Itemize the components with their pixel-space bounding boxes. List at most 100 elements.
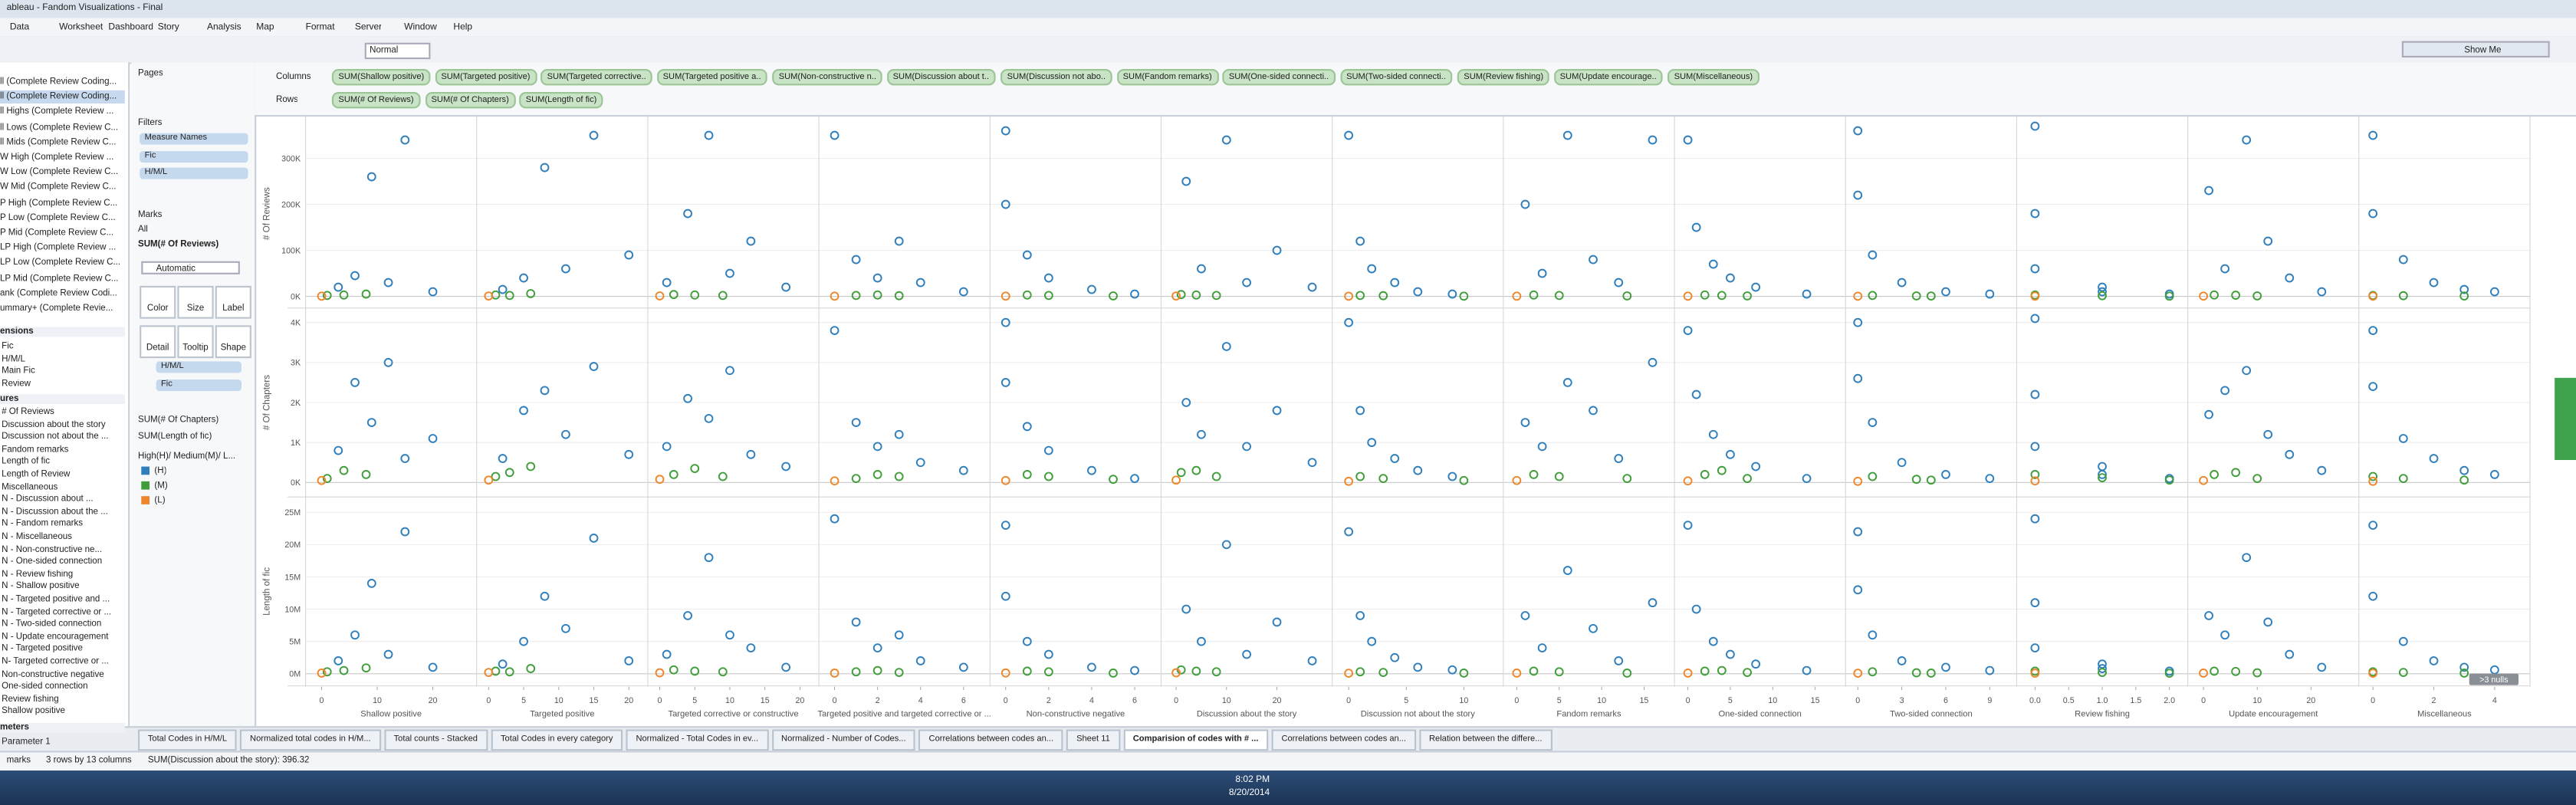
menu-item[interactable]: Story bbox=[157, 23, 179, 33]
column-pill[interactable]: SUM(Review fishing) bbox=[1457, 69, 1550, 86]
measure-field[interactable]: N - One-sided connection bbox=[2, 557, 103, 567]
measure-field[interactable]: N - Targeted positive bbox=[2, 644, 83, 655]
column-pill[interactable]: SUM(Targeted positive) bbox=[434, 69, 537, 86]
data-source[interactable]: LP High (Complete Review ... bbox=[0, 243, 117, 254]
column-pill[interactable]: SUM(Non-constructive n.. bbox=[772, 69, 883, 86]
column-pill[interactable]: SUM(Two-sided connecti.. bbox=[1339, 69, 1453, 86]
row-pill[interactable]: SUM(Length of fic) bbox=[519, 92, 603, 109]
mark-type[interactable]: Automatic bbox=[141, 261, 240, 274]
measure-field[interactable]: # Of Reviews bbox=[2, 407, 54, 418]
data-point bbox=[851, 291, 861, 301]
menu-item[interactable]: Worksheet bbox=[59, 23, 104, 33]
column-pill[interactable]: SUM(Targeted corrective.. bbox=[540, 69, 653, 86]
measure-field[interactable]: Length of Review bbox=[2, 469, 71, 480]
measure-field[interactable]: N - Shallow positive bbox=[2, 582, 80, 593]
menu-item[interactable]: Analysis bbox=[207, 23, 242, 33]
filter-pill[interactable]: Fic bbox=[140, 150, 248, 163]
measure-field[interactable]: Review fishing bbox=[2, 694, 59, 705]
measure-field[interactable]: N- Targeted corrective or ... bbox=[2, 657, 109, 667]
measure-field[interactable]: N - Two-sided connection bbox=[2, 619, 102, 630]
column-pill[interactable]: SUM(Discussion about t.. bbox=[886, 69, 996, 86]
filter-pill[interactable]: Measure Names bbox=[140, 133, 248, 145]
data-source[interactable]: W High (Complete Review ... bbox=[0, 153, 114, 163]
row-pill[interactable]: SUM(# Of Reviews) bbox=[331, 92, 421, 109]
marks-button[interactable]: Size bbox=[177, 285, 214, 319]
measure-field[interactable]: Length of fic bbox=[2, 457, 51, 468]
data-source[interactable]: ll (Complete Review Coding... bbox=[0, 90, 125, 104]
measure-field[interactable]: Shallow positive bbox=[2, 707, 65, 718]
data-source[interactable]: P High (Complete Review C... bbox=[0, 198, 118, 209]
marks-button[interactable]: Label bbox=[215, 285, 251, 319]
menu-item[interactable]: Server bbox=[354, 23, 383, 33]
measure-field[interactable]: N - Discussion about ... bbox=[2, 495, 94, 505]
sheet-tab[interactable]: Normalized - Number of Codes... bbox=[771, 729, 916, 751]
data-source[interactable]: ank (Complete Review Codi... bbox=[0, 288, 117, 299]
sheet-tab[interactable]: Total counts - Stacked bbox=[383, 729, 488, 751]
measure-field[interactable]: N - Targeted positive and ... bbox=[2, 594, 110, 605]
column-pill[interactable]: SUM(Fandom remarks) bbox=[1116, 69, 1219, 86]
marks-button[interactable]: Color bbox=[140, 285, 176, 319]
sheet-tab[interactable]: Relation between the differe... bbox=[1419, 729, 1552, 751]
filter-pill[interactable]: H/M/L bbox=[140, 167, 248, 179]
data-source[interactable]: ll (Complete Review Coding... bbox=[0, 77, 117, 87]
nulls-label[interactable]: >3 nulls bbox=[2479, 675, 2508, 685]
column-pill[interactable]: SUM(Shallow positive) bbox=[331, 69, 431, 86]
data-source[interactable]: ummary+ (Complete Revie... bbox=[0, 304, 113, 314]
data-source[interactable]: W Mid (Complete Review C... bbox=[0, 182, 117, 193]
measure-field[interactable]: Fandom remarks bbox=[2, 445, 69, 455]
data-source[interactable]: ll Highs (Complete Review ... bbox=[0, 107, 114, 117]
dimension-field[interactable]: Review bbox=[2, 379, 31, 389]
measure-field[interactable]: Discussion about the story bbox=[2, 419, 106, 430]
menu-item[interactable]: Format bbox=[305, 23, 335, 33]
marks-field[interactable]: H/M/L bbox=[156, 361, 242, 373]
data-source[interactable]: LP Mid (Complete Review C... bbox=[0, 273, 119, 284]
menu-item[interactable]: Map bbox=[256, 23, 274, 33]
data-point bbox=[317, 291, 327, 301]
dimension-field[interactable]: H/M/L bbox=[2, 353, 25, 364]
sheet-tab[interactable]: Total Codes in H/M/L bbox=[138, 729, 237, 751]
marks-button[interactable]: Detail bbox=[140, 325, 176, 359]
measure-field[interactable]: Discussion not about the ... bbox=[2, 432, 109, 442]
dimension-field[interactable]: Main Fic bbox=[2, 366, 35, 377]
measure-field[interactable]: N - Discussion about the ... bbox=[2, 507, 108, 518]
menu-item[interactable]: Data bbox=[9, 23, 30, 33]
menu-item[interactable]: Window bbox=[404, 23, 437, 33]
measure-field[interactable]: N - Miscellaneous bbox=[2, 532, 72, 543]
data-source[interactable]: P Mid (Complete Review C... bbox=[0, 228, 114, 238]
sheet-tab[interactable]: Sheet 11 bbox=[1066, 729, 1120, 751]
data-source[interactable]: P Low (Complete Review C... bbox=[0, 213, 116, 223]
data-source[interactable]: W Low (Complete Review C... bbox=[0, 167, 119, 178]
marks-button[interactable]: Shape bbox=[215, 325, 251, 359]
column-pill[interactable]: SUM(One-sided connecti.. bbox=[1222, 69, 1336, 86]
sheet-tab[interactable]: Correlations between codes an... bbox=[918, 729, 1063, 751]
menu-item[interactable]: Dashboard bbox=[108, 23, 154, 33]
data-source[interactable]: ll Mids (Complete Review C... bbox=[0, 137, 117, 148]
column-pill[interactable]: SUM(Update encourage.. bbox=[1553, 69, 1664, 86]
measure-field[interactable]: Miscellaneous bbox=[2, 482, 58, 492]
column-pill[interactable]: SUM(Targeted positive a.. bbox=[656, 69, 768, 86]
measure-field[interactable]: Non-constructive negative bbox=[2, 669, 104, 680]
measure-field[interactable]: N - Targeted corrective or ... bbox=[2, 606, 112, 617]
marks-button[interactable]: Tooltip bbox=[177, 325, 214, 359]
row-pill[interactable]: SUM(# Of Chapters) bbox=[424, 92, 516, 109]
sheet-tab[interactable]: Normalized - Total Codes in ev... bbox=[626, 729, 768, 751]
measure-field[interactable]: N - Update encouragement bbox=[2, 632, 109, 642]
data-source[interactable]: ll Lows (Complete Review C... bbox=[0, 122, 119, 133]
dimension-field[interactable]: Fic bbox=[2, 341, 14, 352]
fit-dropdown[interactable]: Normal bbox=[364, 42, 431, 60]
sheet-tab[interactable]: Correlations between codes an... bbox=[1271, 729, 1416, 751]
column-pill[interactable]: SUM(Miscellaneous) bbox=[1668, 69, 1760, 86]
data-source[interactable]: LP Low (Complete Review C... bbox=[0, 258, 121, 269]
measure-field[interactable]: N - Fandom remarks bbox=[2, 519, 84, 530]
sheet-tab[interactable]: Comparision of codes with # ... bbox=[1122, 729, 1269, 751]
sheet-tab[interactable]: Normalized total codes in H/M... bbox=[240, 729, 381, 751]
parameter-field[interactable]: Parameter 1 bbox=[2, 738, 51, 748]
show-me[interactable]: Show Me bbox=[2401, 41, 2550, 58]
measure-field[interactable]: N - Review fishing bbox=[2, 570, 74, 580]
marks-field[interactable]: Fic bbox=[156, 378, 242, 390]
measure-field[interactable]: One-sided connection bbox=[2, 682, 88, 692]
sheet-tab[interactable]: Total Codes in every category bbox=[491, 729, 623, 751]
measure-field[interactable]: N - Non-constructive ne... bbox=[2, 544, 103, 555]
column-pill[interactable]: SUM(Discussion not abo.. bbox=[1001, 69, 1112, 86]
menu-item[interactable]: Help bbox=[453, 23, 473, 33]
